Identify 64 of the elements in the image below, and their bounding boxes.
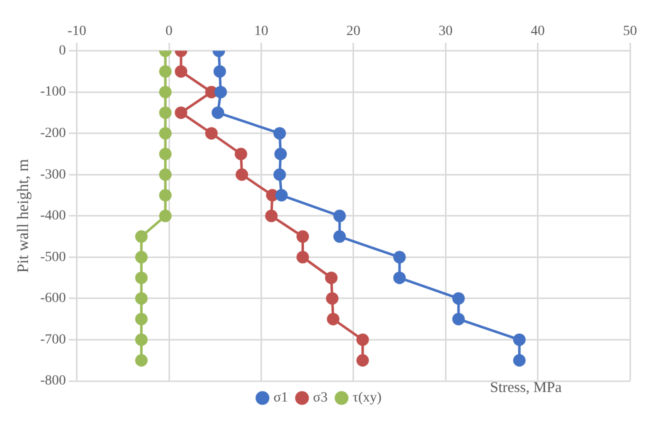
y-tick-label: -300 bbox=[40, 167, 66, 182]
point bbox=[135, 333, 148, 346]
point bbox=[393, 250, 406, 264]
y-tick-label: -500 bbox=[40, 250, 66, 265]
point bbox=[273, 168, 286, 181]
point bbox=[275, 189, 288, 202]
point bbox=[296, 250, 309, 264]
y-tick-label: -100 bbox=[40, 84, 66, 100]
y-tick-label: -600 bbox=[40, 291, 66, 306]
point bbox=[273, 127, 286, 140]
y-tick-label: 0 bbox=[58, 43, 66, 58]
point bbox=[159, 65, 172, 78]
point bbox=[135, 292, 148, 305]
point bbox=[452, 292, 465, 305]
point bbox=[393, 272, 406, 284]
point bbox=[159, 127, 172, 140]
x-tick-label: -10 bbox=[68, 24, 86, 40]
point bbox=[513, 354, 526, 367]
y-tick-label: -700 bbox=[40, 332, 66, 348]
y-tick-label: -200 bbox=[40, 126, 66, 142]
point bbox=[296, 230, 309, 243]
point bbox=[135, 230, 148, 243]
legend-label: τ(xy) bbox=[352, 390, 382, 406]
point bbox=[135, 250, 148, 264]
point bbox=[214, 65, 226, 78]
point bbox=[174, 106, 188, 119]
point bbox=[265, 210, 278, 222]
point bbox=[236, 168, 248, 181]
x-tick-label: 40 bbox=[530, 24, 545, 40]
point bbox=[333, 210, 346, 222]
x-tick-label: 20 bbox=[346, 24, 360, 40]
legend-label: σ3 bbox=[313, 390, 328, 406]
point bbox=[326, 312, 340, 326]
point bbox=[135, 272, 148, 284]
x-tick-label: 50 bbox=[623, 24, 637, 40]
point bbox=[274, 148, 287, 160]
y-tick-label: -800 bbox=[40, 374, 66, 389]
x-axis-title: Stress, MPa bbox=[490, 380, 562, 397]
point bbox=[159, 148, 172, 160]
point bbox=[234, 148, 248, 160]
point bbox=[159, 168, 172, 181]
point bbox=[356, 333, 369, 346]
point bbox=[205, 127, 218, 140]
point bbox=[174, 65, 188, 78]
point bbox=[326, 292, 338, 305]
x-tick-label: 10 bbox=[254, 24, 268, 40]
point bbox=[212, 106, 224, 119]
point bbox=[325, 272, 338, 284]
point bbox=[159, 86, 172, 98]
point bbox=[513, 333, 526, 346]
y-tick-label: -400 bbox=[40, 208, 66, 224]
point bbox=[356, 354, 369, 367]
point bbox=[333, 230, 346, 243]
x-tick-label: 30 bbox=[438, 24, 453, 40]
point bbox=[214, 86, 227, 98]
point bbox=[159, 189, 172, 202]
point bbox=[135, 312, 148, 326]
legend-label: σ1 bbox=[273, 390, 288, 406]
y-axis-title: Pit wall height, m bbox=[14, 158, 32, 273]
point bbox=[159, 210, 172, 222]
point bbox=[159, 106, 172, 119]
point bbox=[452, 312, 465, 326]
point bbox=[135, 354, 148, 367]
x-tick-label: 0 bbox=[166, 24, 173, 40]
